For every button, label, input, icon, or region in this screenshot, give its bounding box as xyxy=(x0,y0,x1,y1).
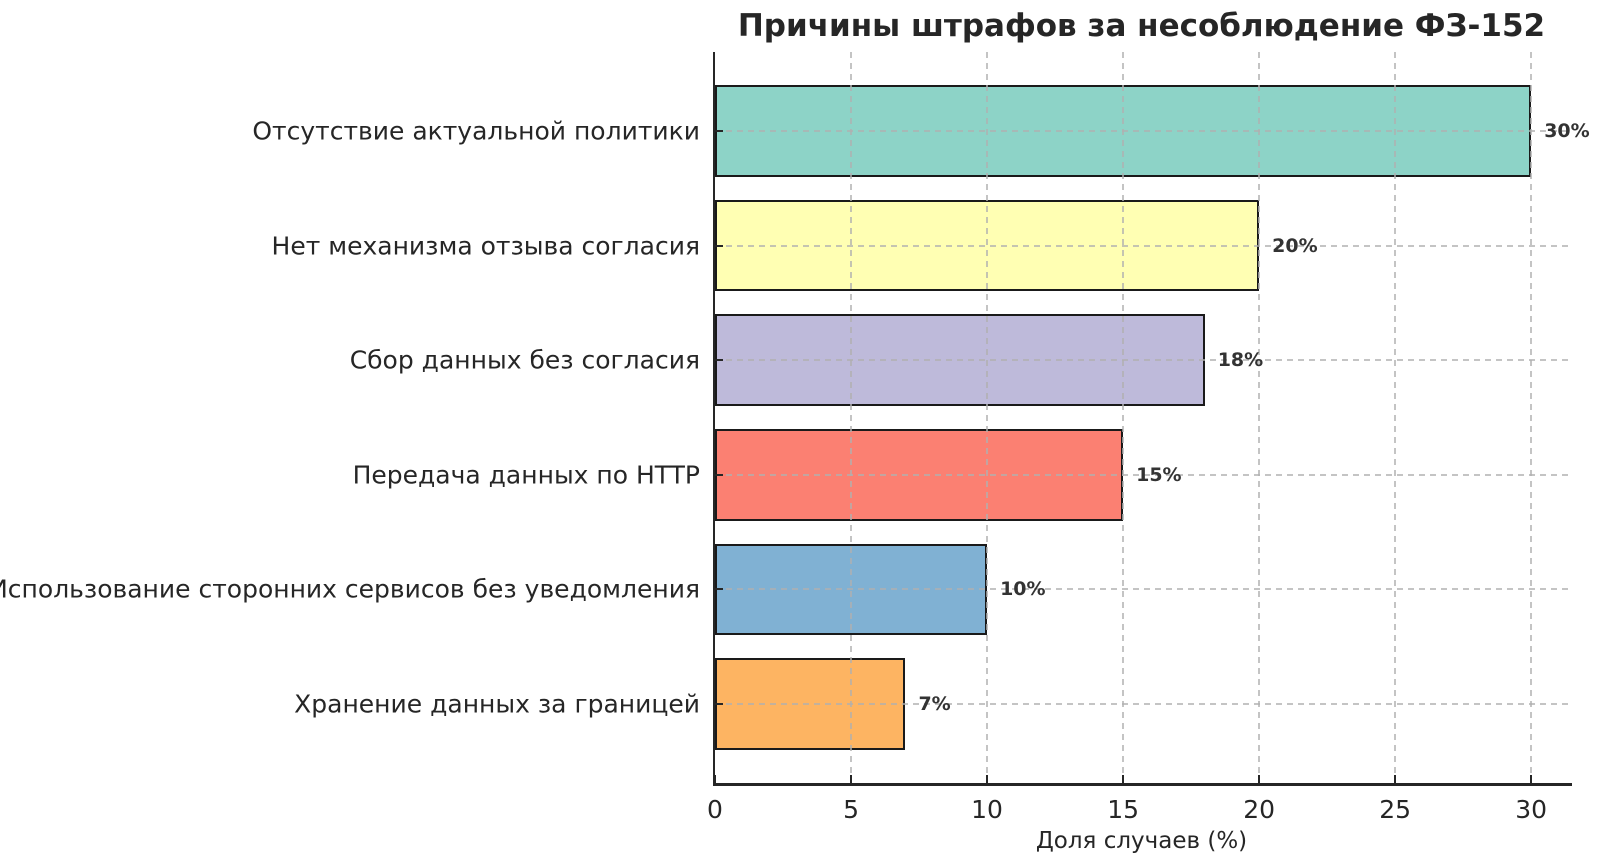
gridline-vertical xyxy=(1394,52,1397,783)
category-label: Сбор данных без согласия xyxy=(349,345,700,375)
bar-value-label: 20% xyxy=(1272,234,1318,257)
gridline-horizontal xyxy=(715,359,1572,362)
chart-title: Причины штрафов за несоблюдение ФЗ-152 xyxy=(737,8,1546,44)
y-tick-mark xyxy=(715,473,723,476)
category-label: Передача данных по HTTP xyxy=(352,460,700,490)
category-label: Отсутствие актуальной политики xyxy=(252,116,700,146)
bar-value-label: 30% xyxy=(1544,120,1590,143)
bar-value-label: 18% xyxy=(1217,349,1264,372)
x-tick-label: 15 xyxy=(1107,795,1139,824)
gridline-vertical xyxy=(1122,52,1125,783)
category-label: Хранение данных за границей xyxy=(294,689,700,719)
y-tick-mark xyxy=(715,130,723,133)
gridline-vertical xyxy=(1530,52,1533,783)
bar-value-label: 15% xyxy=(1136,463,1182,486)
x-tick-label: 10 xyxy=(971,795,1003,824)
gridline-horizontal xyxy=(715,473,1572,476)
y-tick-mark xyxy=(715,244,723,247)
y-tick-mark xyxy=(715,702,723,705)
x-tick-mark xyxy=(986,775,989,783)
x-tick-label: 0 xyxy=(707,795,723,824)
x-tick-label: 30 xyxy=(1515,795,1548,824)
category-label: Нет механизма отзыва согласия xyxy=(271,231,700,261)
x-axis-label: Доля случаев (%) xyxy=(1035,828,1248,854)
y-tick-mark xyxy=(715,359,723,362)
plot-area: 0 5 10 15 20 25 30 30% 20% 18% 15% 10% 7% xyxy=(707,52,1590,824)
gridline-horizontal xyxy=(715,244,1572,247)
x-tick-mark xyxy=(714,775,716,783)
gridline-horizontal xyxy=(715,130,1572,133)
gridline-vertical xyxy=(850,52,853,783)
bar-value-label: 7% xyxy=(918,692,951,715)
category-label: Использование сторонних сервисов без уве… xyxy=(0,574,700,604)
x-tick-mark xyxy=(1530,775,1533,783)
x-tick-mark xyxy=(850,775,853,783)
x-tick-label: 5 xyxy=(843,795,859,824)
bar-value-label: 10% xyxy=(1000,578,1046,601)
gridline-horizontal xyxy=(715,702,1572,705)
y-tick-mark xyxy=(715,588,723,591)
gridline-vertical xyxy=(986,52,989,783)
x-tick-mark xyxy=(1122,775,1125,783)
gridline-vertical xyxy=(1258,52,1261,783)
x-tick-label: 20 xyxy=(1243,795,1276,824)
x-tick-label: 25 xyxy=(1379,795,1412,824)
x-tick-mark xyxy=(1258,775,1261,783)
gridline-horizontal xyxy=(715,588,1572,591)
x-tick-mark xyxy=(1394,775,1397,783)
